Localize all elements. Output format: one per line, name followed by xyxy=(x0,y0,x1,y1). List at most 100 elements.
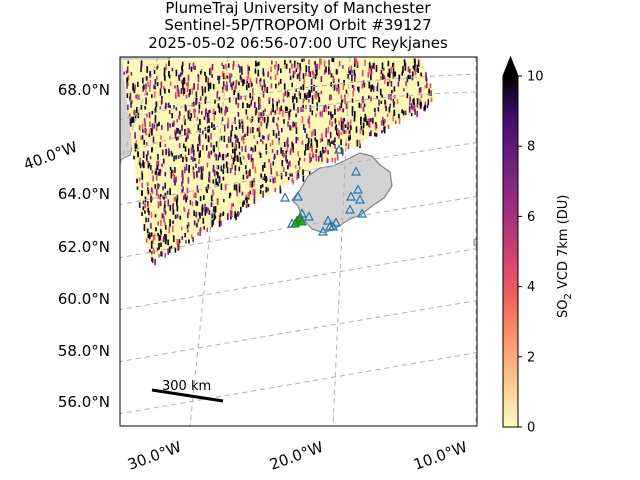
so2-pixel xyxy=(264,87,266,93)
so2-pixel xyxy=(279,185,281,190)
so2-pixel xyxy=(379,88,382,96)
so2-pixel xyxy=(386,113,389,117)
so2-pixel xyxy=(416,111,418,117)
so2-pixel xyxy=(314,91,317,95)
so2-pixel xyxy=(294,165,297,169)
so2-pixel xyxy=(413,98,415,105)
so2-pixel xyxy=(326,159,329,163)
station-triangle-icon xyxy=(318,226,328,236)
so2-pixel xyxy=(240,206,242,213)
so2-pixel xyxy=(307,118,310,124)
so2-pixel xyxy=(197,218,200,223)
so2-pixel xyxy=(416,68,418,72)
so2-pixel xyxy=(162,186,164,191)
so2-pixel xyxy=(300,86,302,90)
colorbar-tick-label: 0 xyxy=(527,421,535,436)
so2-pixel xyxy=(140,62,143,70)
so2-pixel xyxy=(145,128,147,136)
so2-pixel xyxy=(315,149,318,153)
so2-pixel xyxy=(160,193,162,197)
so2-pixel xyxy=(315,139,318,143)
so2-pixel xyxy=(148,232,151,240)
so2-pixel xyxy=(310,138,313,143)
so2-pixel xyxy=(245,204,248,208)
so2-pixel xyxy=(221,89,224,93)
so2-pixel xyxy=(248,66,250,71)
so2-pixel xyxy=(260,173,262,178)
so2-pixel xyxy=(195,200,197,206)
so2-pixel xyxy=(174,131,177,139)
so2-pixel xyxy=(318,62,321,70)
so2-pixel xyxy=(125,70,128,74)
so2-pixel xyxy=(290,126,292,131)
so2-pixel xyxy=(165,63,167,70)
lat-label-58: 58.0°N xyxy=(58,342,110,360)
station-triangle-icon xyxy=(345,204,355,214)
so2-pixel xyxy=(235,126,238,130)
so2-pixel xyxy=(154,214,157,218)
so2-pixel xyxy=(265,122,268,129)
so2-pixel xyxy=(369,132,371,136)
so2-pixel xyxy=(333,140,335,145)
so2-pixel xyxy=(141,170,143,175)
so2-pixel xyxy=(335,124,338,128)
so2-pixel xyxy=(368,95,370,99)
so2-pixel xyxy=(212,168,214,173)
so2-pixel xyxy=(333,84,336,91)
so2-pixel xyxy=(361,70,364,77)
so2-pixel xyxy=(201,86,203,90)
so2-pixel xyxy=(368,123,370,127)
so2-pixel xyxy=(192,166,195,170)
so2-pixel xyxy=(250,147,252,151)
so2-pixel xyxy=(171,169,173,174)
so2-pixel xyxy=(410,113,413,117)
so2-pixel xyxy=(142,200,145,205)
lat-label-64: 64.0°N xyxy=(58,185,110,203)
so2-pixel xyxy=(212,179,215,184)
so2-pixel xyxy=(147,160,149,166)
so2-pixel xyxy=(188,128,190,135)
so2-pixel xyxy=(218,96,221,100)
so2-pixel xyxy=(342,118,345,125)
so2-pixel xyxy=(156,123,159,127)
so2-pixel xyxy=(292,70,295,76)
so2-pixel xyxy=(240,95,242,100)
so2-pixel xyxy=(203,226,205,230)
so2-pixel xyxy=(384,101,387,109)
so2-pixel xyxy=(182,195,185,201)
so2-pixel xyxy=(213,114,215,121)
so2-pixel xyxy=(293,122,296,127)
so2-pixel xyxy=(269,162,272,170)
so2-pixel xyxy=(276,150,279,155)
so2-pixel xyxy=(424,101,427,108)
so2-pixel xyxy=(302,108,304,112)
so2-pixel xyxy=(227,122,229,129)
so2-pixel xyxy=(321,157,323,162)
so2-pixel xyxy=(279,188,282,194)
so2-pixel xyxy=(220,135,223,141)
so2-pixel xyxy=(152,234,155,241)
so2-pixel xyxy=(160,230,162,235)
so2-pixel xyxy=(266,86,268,93)
so2-pixel xyxy=(220,183,223,191)
so2-pixel xyxy=(302,84,305,91)
so2-pixel xyxy=(202,217,205,224)
so2-pixel xyxy=(175,137,178,141)
so2-pixel xyxy=(271,108,273,113)
so2-pixel xyxy=(412,99,414,103)
so2-pixel xyxy=(154,117,157,123)
so2-pixel xyxy=(182,78,185,85)
so2-pixel xyxy=(199,119,201,126)
so2-pixel xyxy=(210,132,212,140)
so2-pixel xyxy=(218,106,221,113)
so2-pixel xyxy=(372,85,375,92)
so2-pixel xyxy=(356,64,359,68)
so2-pixel xyxy=(186,133,188,140)
so2-pixel xyxy=(339,106,341,111)
so2-pixel xyxy=(155,189,158,196)
so2-pixel xyxy=(214,111,217,115)
so2-pixel xyxy=(183,166,186,174)
so2-pixel xyxy=(169,81,172,86)
so2-pixel xyxy=(190,147,193,154)
so2-pixel xyxy=(307,92,310,98)
